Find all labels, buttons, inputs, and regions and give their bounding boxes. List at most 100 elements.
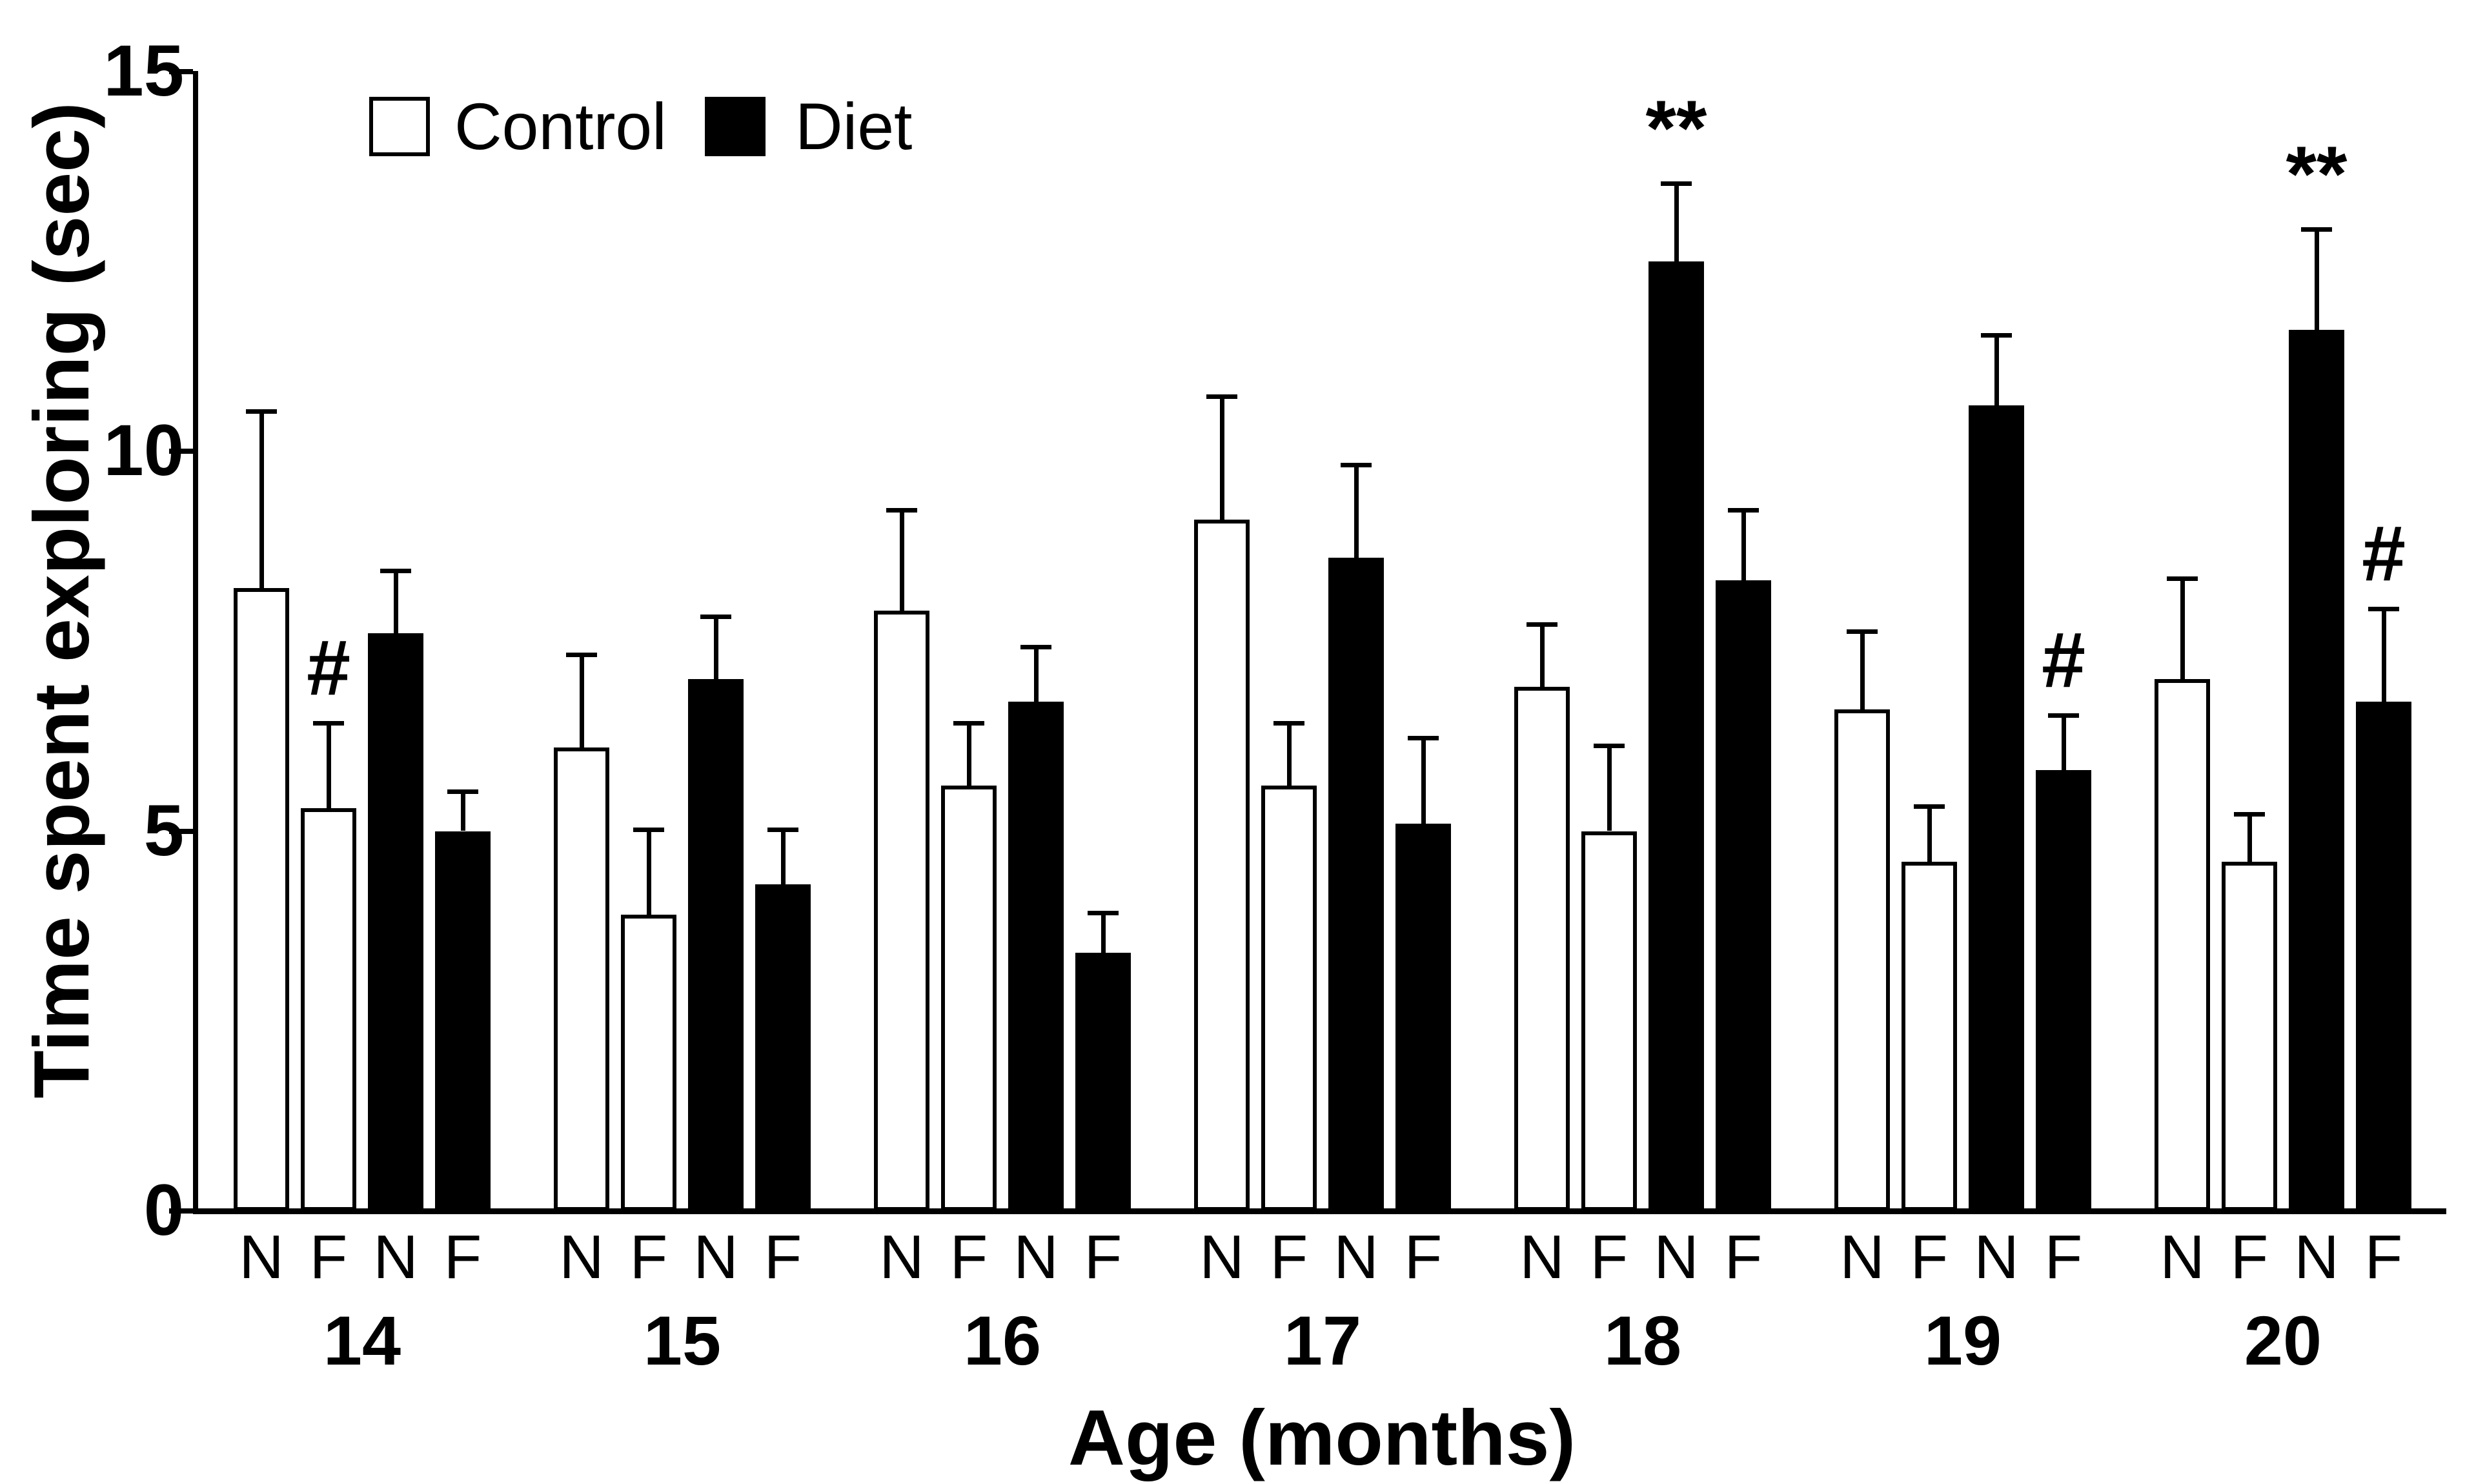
- object-label-control-n-15: N: [559, 1223, 604, 1292]
- month-label-20: 20: [2244, 1301, 2322, 1379]
- y-tick-label-10: 10: [103, 410, 184, 491]
- object-label-control-f-18: F: [1590, 1223, 1628, 1292]
- bar-control-n-18: [1514, 686, 1570, 1211]
- month-label-18: 18: [1603, 1301, 1682, 1379]
- object-label-control-n-18: N: [1519, 1223, 1565, 1292]
- legend-swatch-diet: [705, 97, 766, 156]
- significance-starstar-diet-n-18: **: [1645, 84, 1707, 172]
- object-label-control-f-14: F: [309, 1223, 348, 1292]
- month-label-14: 14: [323, 1301, 401, 1379]
- object-label-diet-n-20: N: [2294, 1223, 2339, 1292]
- error-bar-cap-control-f-20: [2234, 811, 2265, 817]
- bar-diet-n-20: [2289, 329, 2344, 1211]
- error-bar-cap-control-f-17: [1273, 720, 1304, 726]
- error-bar-cap-diet-f-17: [1408, 736, 1439, 741]
- bar-diet-f-14: [435, 831, 491, 1211]
- error-bar-stem-control-f-14: [326, 724, 331, 809]
- object-label-diet-n-15: N: [693, 1223, 738, 1292]
- bar-diet-f-20: [2356, 702, 2411, 1211]
- error-bar-stem-control-f-20: [2247, 815, 2252, 862]
- significance-#-diet-f-19: #: [2042, 615, 2085, 704]
- object-label-diet-n-14: N: [373, 1223, 418, 1292]
- y-axis-title: Time spent exploring (sec): [17, 102, 105, 1099]
- object-label-diet-f-19: F: [2044, 1223, 2083, 1292]
- object-label-control-f-15: F: [629, 1223, 668, 1292]
- object-label-control-f-16: F: [949, 1223, 988, 1292]
- bar-control-f-15: [621, 914, 676, 1211]
- error-bar-cap-control-n-15: [566, 652, 597, 657]
- bar-control-f-19: [1902, 861, 1957, 1211]
- error-bar-cap-diet-f-20: [2368, 607, 2399, 612]
- bar-control-n-16: [874, 611, 929, 1211]
- error-bar-stem-diet-n-19: [1994, 337, 1999, 406]
- error-bar-cap-diet-f-18: [1728, 508, 1759, 513]
- object-label-control-f-19: F: [1910, 1223, 1949, 1292]
- error-bar-stem-diet-n-20: [2314, 230, 2319, 330]
- month-label-16: 16: [963, 1301, 1042, 1379]
- object-label-control-n-17: N: [1199, 1223, 1244, 1292]
- error-bar-stem-control-f-15: [646, 831, 651, 915]
- error-bar-stem-control-n-17: [1219, 398, 1224, 520]
- error-bar-cap-control-f-16: [953, 720, 984, 726]
- object-label-diet-n-18: N: [1654, 1223, 1699, 1292]
- bar-control-f-20: [2222, 861, 2277, 1211]
- error-bar-stem-diet-f-18: [1741, 512, 1746, 581]
- bar-diet-f-16: [1075, 952, 1131, 1211]
- error-bar-stem-control-n-15: [579, 656, 584, 748]
- error-bar-cap-diet-f-15: [767, 827, 798, 832]
- y-tick-15: [169, 68, 193, 74]
- x-axis-line: [193, 1208, 2446, 1214]
- bar-diet-f-15: [755, 884, 811, 1211]
- error-bar-cap-control-n-20: [2167, 576, 2198, 582]
- error-bar-stem-control-n-20: [2180, 580, 2185, 680]
- error-bar-cap-control-n-14: [246, 409, 277, 414]
- bar-diet-f-18: [1716, 580, 1771, 1211]
- month-label-19: 19: [1923, 1301, 2002, 1379]
- error-bar-cap-control-n-18: [1527, 622, 1557, 627]
- object-label-diet-n-19: N: [1974, 1223, 2019, 1292]
- month-label-15: 15: [643, 1301, 722, 1379]
- error-bar-cap-diet-f-16: [1088, 910, 1119, 915]
- bar-control-n-17: [1194, 519, 1250, 1211]
- significance-#-diet-f-20: #: [2362, 509, 2406, 598]
- bar-control-f-14: [301, 808, 356, 1211]
- error-bar-cap-diet-n-17: [1341, 462, 1372, 467]
- error-bar-stem-diet-f-20: [2381, 611, 2386, 702]
- error-bar-cap-control-n-17: [1206, 394, 1237, 399]
- object-label-diet-f-17: F: [1404, 1223, 1443, 1292]
- bar-diet-n-18: [1648, 261, 1704, 1211]
- bar-control-f-16: [941, 785, 997, 1211]
- object-label-diet-f-18: F: [1724, 1223, 1763, 1292]
- error-bar-stem-diet-f-14: [460, 793, 465, 831]
- error-bar-cap-control-f-19: [1914, 804, 1945, 809]
- object-label-diet-f-20: F: [2364, 1223, 2403, 1292]
- y-tick-0: [169, 1208, 193, 1214]
- object-label-diet-f-14: F: [443, 1223, 482, 1292]
- bar-diet-n-16: [1008, 702, 1064, 1211]
- y-tick-5: [169, 828, 193, 834]
- error-bar-stem-diet-n-17: [1354, 466, 1359, 558]
- error-bar-cap-diet-n-15: [700, 614, 731, 619]
- y-axis-line: [193, 71, 198, 1211]
- error-bar-stem-diet-n-15: [713, 618, 718, 680]
- error-bar-cap-diet-f-14: [447, 789, 478, 794]
- object-label-diet-f-15: F: [764, 1223, 802, 1292]
- error-bar-cap-control-n-19: [1847, 629, 1878, 635]
- object-label-control-n-20: N: [2160, 1223, 2205, 1292]
- object-label-control-f-20: F: [2230, 1223, 2269, 1292]
- bar-diet-n-19: [1969, 405, 2024, 1211]
- object-label-diet-f-16: F: [1084, 1223, 1122, 1292]
- significance-starstar-diet-n-20: **: [2286, 129, 2348, 218]
- y-tick-label-5: 5: [143, 789, 184, 871]
- object-label-diet-n-16: N: [1013, 1223, 1059, 1292]
- bar-diet-n-17: [1328, 557, 1384, 1211]
- x-axis-title: Age (months): [1068, 1394, 1576, 1481]
- y-tick-10: [169, 449, 193, 454]
- object-label-control-f-17: F: [1270, 1223, 1308, 1292]
- bar-control-f-17: [1261, 785, 1317, 1211]
- error-bar-stem-control-f-17: [1286, 724, 1292, 786]
- error-bar-cap-diet-n-14: [380, 569, 411, 574]
- error-bar-cap-control-f-15: [633, 827, 664, 832]
- bar-diet-f-17: [1395, 823, 1451, 1211]
